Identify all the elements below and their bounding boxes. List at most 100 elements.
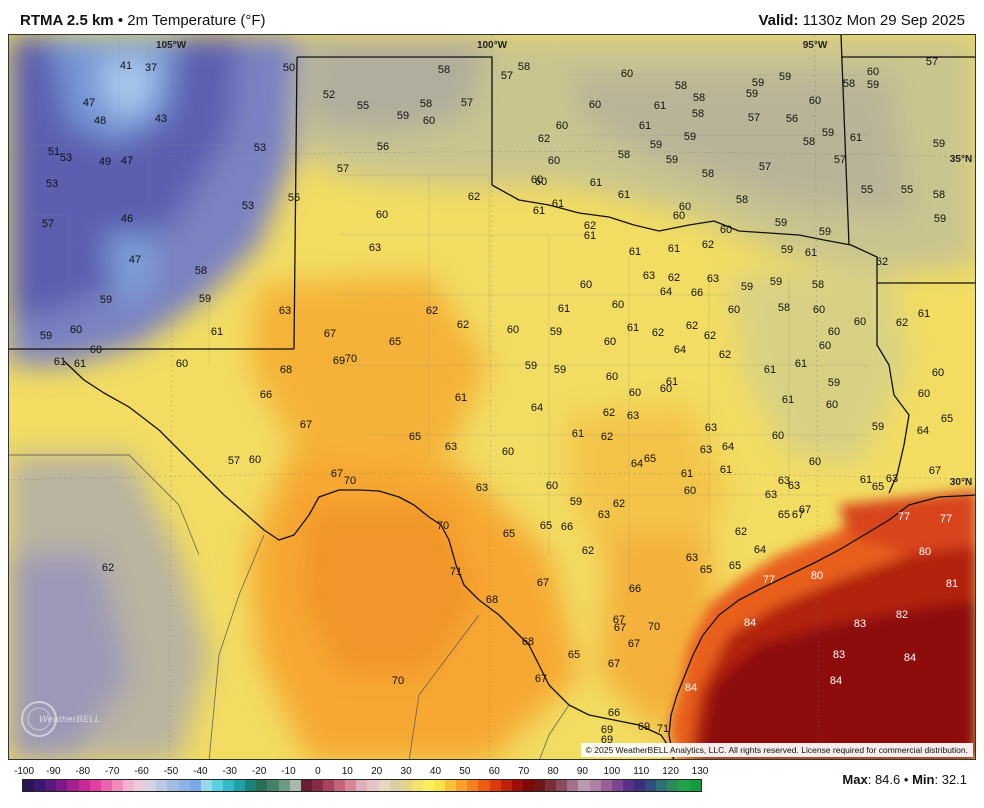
temperature-label: 57 [748, 112, 760, 124]
temperature-label: 62 [102, 562, 114, 574]
temperature-label: 61 [618, 189, 630, 201]
colorbar-segment [100, 780, 112, 791]
copyright-notice: © 2025 WeatherBELL Analytics, LLC. All r… [580, 743, 973, 757]
temperature-label: 59 [741, 281, 753, 293]
max-label: Max [842, 772, 868, 787]
temperature-map[interactable]: 105°W 100°W 95°W 35°N 30°N 41 37 47 48 43 51 53 49 4… [8, 34, 976, 760]
temperature-label: 64 [660, 286, 672, 298]
temperature-label: 57 [834, 154, 846, 166]
temperature-label: 59 [199, 293, 211, 305]
temperature-label: 65 [729, 560, 741, 572]
temperature-label: 60 [854, 316, 866, 328]
colorbar-segment [167, 780, 179, 791]
temperature-label: 60 [580, 279, 592, 291]
colorbar-segment [278, 780, 290, 791]
temperature-label: 59 [570, 496, 582, 508]
temperature-label: 58 [803, 136, 815, 148]
temperature-label: 58 [675, 80, 687, 92]
temperature-label: 60 [90, 344, 102, 356]
temperature-label: 70 [344, 475, 356, 487]
temperature-label: 67 [608, 658, 620, 670]
temperature-label: 63 [445, 441, 457, 453]
temperature-label: 55 [357, 100, 369, 112]
max-min-readout: Max: 84.6 • Min: 32.1 [842, 772, 967, 787]
temperature-label: 62 [876, 256, 888, 268]
colorbar-tick-label: -100 [13, 766, 35, 777]
temperature-label: 67 [331, 468, 343, 480]
temperature-label: 55 [288, 192, 300, 204]
colorbar-segment [245, 780, 257, 791]
colorbar-tick-label: 30 [400, 766, 412, 777]
grid-label: 105°W [156, 40, 187, 51]
colorbar-segment [67, 780, 79, 791]
temperature-label: 80 [811, 570, 823, 582]
mexico-state-borders [9, 454, 570, 759]
temperature-label: 60 [932, 367, 944, 379]
temperature-label: 62 [704, 330, 716, 342]
temperature-label: 60 [589, 99, 601, 111]
colorbar-segment [667, 780, 679, 791]
temperature-label: 63 [788, 480, 800, 492]
colorbar-tick-label: 20 [371, 766, 383, 777]
colorbar-segment [389, 780, 401, 791]
temperature-label: 61 [639, 120, 651, 132]
temperature-label: 65 [872, 481, 884, 493]
colorbar-segment [611, 780, 623, 791]
temperature-label: 41 [120, 60, 132, 72]
temperature-label: 51 [48, 146, 60, 158]
temperature-label: 57 [501, 70, 513, 82]
temperature-label: 61 [627, 322, 639, 334]
temperature-label: 68 [486, 594, 498, 606]
temperature-label: 63 [643, 270, 655, 282]
temperature-label: 67 [614, 622, 626, 634]
temperature-label: 62 [582, 545, 594, 557]
temperature-label: 58 [692, 108, 704, 120]
colorbar-tick-label: 60 [488, 766, 500, 777]
temperature-label: 57 [759, 161, 771, 173]
header: RTMA 2.5 km • 2m Temperature (°F) Valid:… [0, 0, 984, 34]
gulf-temperature-labels: 77 77 80 81 77 80 84 83 82 83 84 84 84 [685, 511, 958, 694]
temperature-label: 83 [833, 649, 845, 661]
temperature-label: 52 [323, 89, 335, 101]
temperature-label: 59 [525, 360, 537, 372]
colorbar-ticks: -100 -90 -80 -70 -60 -50 -40 -30 -20 -10 0 10 20 30 40… [14, 766, 708, 780]
colorbar-segment [122, 780, 135, 791]
temperature-label: 63 [778, 475, 790, 487]
temperature-label: 66 [691, 287, 703, 299]
temperature-label: 61 [681, 468, 693, 480]
temperature-label: 60 [423, 115, 435, 127]
temperature-label: 64 [917, 425, 929, 437]
temperature-label: 60 [535, 176, 547, 188]
temperature-label: 60 [867, 66, 879, 78]
grid-label: 35°N [950, 154, 972, 165]
temperature-label: 67 [628, 638, 640, 650]
temperature-label: 60 [684, 485, 696, 497]
temperature-label: 58 [518, 61, 530, 73]
colorbar-segment [522, 780, 535, 791]
temperature-label: 59 [554, 364, 566, 376]
temperature-label: 62 [457, 319, 469, 331]
colorbar-segment [211, 780, 223, 791]
colorbar-tick-label: 10 [341, 766, 353, 777]
temperature-label: 61 [590, 177, 602, 189]
colorbar-segment [411, 780, 423, 791]
min-label: Min [912, 772, 935, 787]
colorbar-tick-label: -90 [46, 766, 61, 777]
temperature-label: 65 [568, 649, 580, 661]
temperature-label: 57 [228, 455, 240, 467]
temperature-label: 60 [673, 210, 685, 222]
colorbar-tick-label: 50 [459, 766, 471, 777]
temperature-label: 61 [533, 205, 545, 217]
colorbar-segment [545, 780, 557, 791]
temperature-label: 61 [629, 246, 641, 258]
temperature-label: 43 [155, 113, 167, 125]
colorbar-segment [400, 780, 412, 791]
colorbar-tick-label: 100 [603, 766, 621, 777]
colorbar-segment [134, 780, 146, 791]
temperature-label: 65 [540, 520, 552, 532]
temperature-label: 61 [74, 358, 86, 370]
temperature-label: 70 [648, 621, 660, 633]
temperature-label: 64 [531, 402, 543, 414]
temperature-label: 49 [99, 156, 111, 168]
